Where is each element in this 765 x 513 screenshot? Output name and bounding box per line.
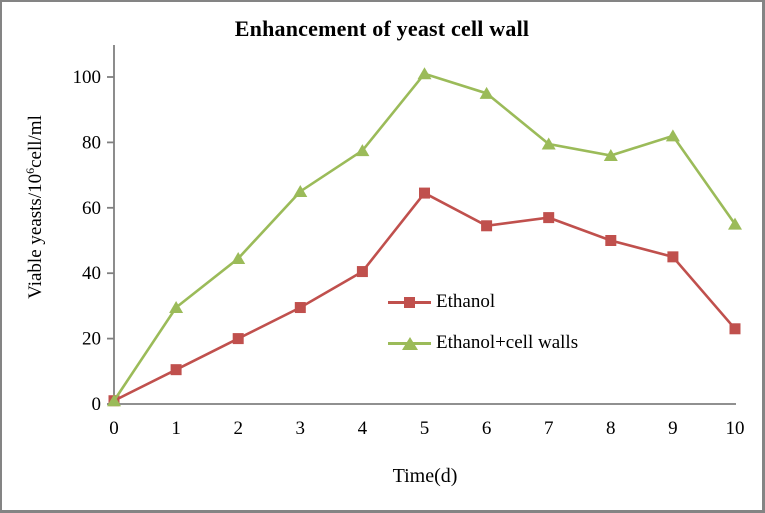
y-tick-label: 60 <box>82 198 101 219</box>
x-tick-label: 7 <box>544 418 554 439</box>
y-tick-label: 0 <box>92 394 102 415</box>
y-tick-label: 20 <box>82 329 101 350</box>
triangle-marker-icon <box>402 337 418 350</box>
data-point-square <box>232 333 244 345</box>
data-point-triangle <box>479 86 494 99</box>
chart-title: Enhancement of yeast cell wall <box>234 16 530 41</box>
x-tick-label: 2 <box>233 418 243 439</box>
data-point-triangle <box>293 184 308 197</box>
y-axis-title: Viable yeasts/106cell/ml <box>23 115 47 299</box>
x-tick-label: 6 <box>482 418 492 439</box>
data-point-triangle <box>355 144 370 157</box>
square-marker-icon <box>404 297 415 308</box>
x-tick-label: 0 <box>109 418 119 439</box>
y-axis-title-text: Viable yeasts/10 <box>25 173 47 299</box>
data-point-triangle <box>603 148 618 161</box>
x-tick-label: 1 <box>171 418 181 439</box>
data-point-triangle <box>665 129 680 142</box>
data-point-square <box>481 220 493 232</box>
y-axis-title-units: cell/ml <box>25 115 47 168</box>
x-axis-title: Time(d) <box>392 465 458 487</box>
legend-item-ethanol: Ethanol <box>388 290 578 314</box>
x-tick-label: 4 <box>358 418 368 439</box>
data-point-square <box>605 235 617 246</box>
data-point-square <box>419 187 430 199</box>
data-point-square <box>294 302 306 314</box>
legend-swatch-ethanol-cell-walls <box>388 335 431 351</box>
legend-item-ethanol-cell-walls: Ethanol+cell walls <box>388 331 578 355</box>
data-point-triangle <box>169 301 184 314</box>
x-tick-label: 10 <box>726 418 745 439</box>
legend: Ethanol Ethanol+cell walls <box>388 290 578 372</box>
data-point-square <box>729 323 741 335</box>
y-tick-label: 100 <box>73 67 102 88</box>
x-tick-label: 9 <box>668 418 678 439</box>
data-point-square <box>356 266 368 278</box>
x-tick-label: 8 <box>606 418 616 439</box>
data-point-triangle <box>231 251 246 264</box>
data-point-triangle <box>417 67 432 80</box>
x-tick-label: 3 <box>296 418 306 439</box>
legend-swatch-ethanol <box>388 294 431 310</box>
data-point-triangle <box>107 394 121 407</box>
legend-label-ethanol-cell-walls: Ethanol+cell walls <box>436 332 579 353</box>
data-point-triangle <box>541 137 556 150</box>
legend-label-ethanol: Ethanol <box>436 291 496 312</box>
data-point-square <box>170 364 182 376</box>
data-point-triangle <box>728 217 742 230</box>
y-tick-label: 40 <box>82 263 101 284</box>
y-tick-label: 80 <box>82 132 101 153</box>
x-tick-label: 5 <box>420 418 430 439</box>
data-point-square <box>543 212 555 224</box>
y-axis-title-superscript: 6 <box>22 167 37 174</box>
data-point-square <box>667 251 679 263</box>
